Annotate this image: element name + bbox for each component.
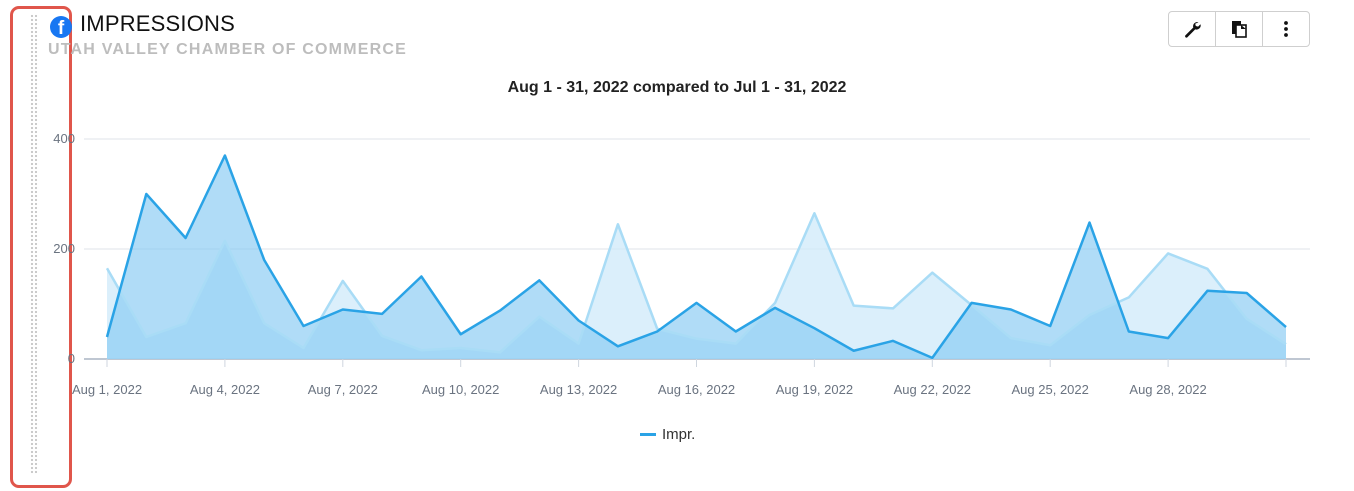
x-tick-label: Aug 13, 2022 [540,382,617,397]
x-tick-label: Aug 1, 2022 [72,382,142,397]
x-tick-label: Aug 7, 2022 [308,382,378,397]
widget-toolbar [1168,11,1310,47]
x-tick-label: Aug 25, 2022 [1012,382,1089,397]
x-tick-label: Aug 16, 2022 [658,382,735,397]
y-tick-label: 200 [53,241,75,256]
drag-handle[interactable] [30,14,39,474]
x-tick-label: Aug 10, 2022 [422,382,499,397]
previous-series-line [105,212,1287,354]
x-tick-label: Aug 19, 2022 [776,382,853,397]
chart-legend[interactable]: Impr. [640,426,695,443]
copy-icon [1232,21,1247,38]
x-tick-label: Aug 4, 2022 [190,382,260,397]
more-vertical-icon [1284,21,1288,37]
x-tick-label: Aug 22, 2022 [894,382,971,397]
y-tick-label: 0 [68,351,75,366]
current-series-line [105,154,1287,360]
highlight-box [10,6,72,488]
facebook-icon: f [50,16,72,38]
legend-swatch [640,433,656,436]
wrench-icon [1185,22,1201,38]
duplicate-button[interactable] [1216,12,1263,46]
x-tick-label: Aug 28, 2022 [1129,382,1206,397]
legend-label: Impr. [662,426,696,443]
settings-button[interactable] [1169,12,1216,46]
more-button[interactable] [1263,12,1309,46]
current-series-area [107,155,1286,359]
y-tick-label: 400 [53,131,75,146]
chart-title: Aug 1 - 31, 2022 compared to Jul 1 - 31,… [507,79,847,96]
widget-title: IMPRESSIONS [80,11,236,36]
widget-subtitle: UTAH VALLEY CHAMBER OF COMMERCE [48,41,407,58]
